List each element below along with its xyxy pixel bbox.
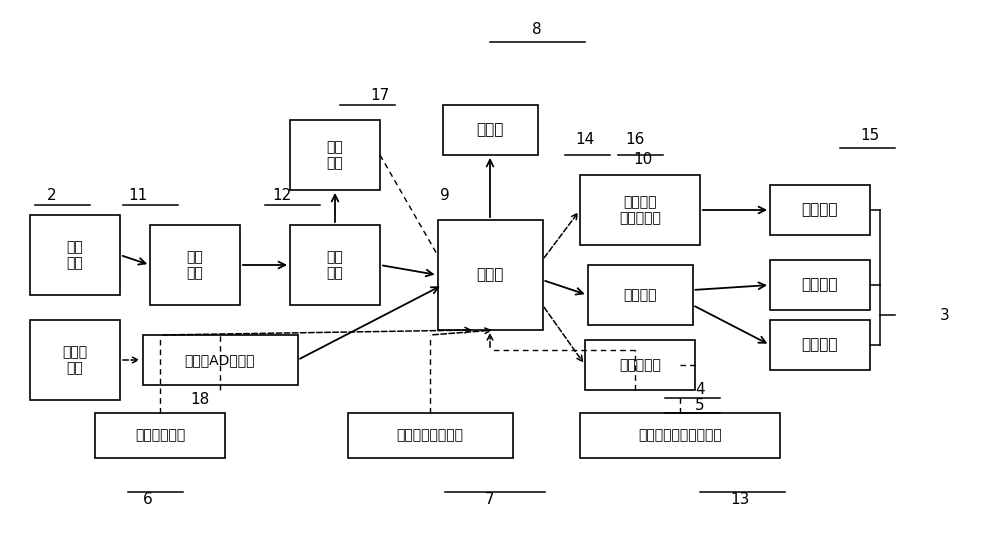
Text: 6: 6 — [143, 492, 153, 507]
Text: 3: 3 — [940, 308, 950, 323]
Text: 18: 18 — [190, 392, 210, 407]
Text: 16: 16 — [625, 132, 645, 147]
Text: 降压
模块: 降压 模块 — [327, 250, 343, 280]
Text: 13: 13 — [730, 492, 750, 507]
Text: 烧录
程序: 烧录 程序 — [327, 140, 343, 170]
Bar — [580, 175, 700, 245]
Bar — [585, 340, 695, 390]
Text: 15: 15 — [860, 128, 880, 143]
Text: 步进电机: 步进电机 — [802, 278, 838, 293]
Text: 直流
电源: 直流 电源 — [67, 240, 83, 270]
Text: 单片机: 单片机 — [476, 268, 504, 282]
Bar — [438, 220, 542, 330]
Bar — [588, 265, 692, 325]
Bar — [290, 120, 380, 190]
Text: 步进电机: 步进电机 — [802, 337, 838, 352]
Bar — [770, 320, 870, 370]
Text: 4: 4 — [695, 382, 705, 397]
Bar — [348, 412, 512, 458]
Text: 14: 14 — [575, 132, 595, 147]
Text: 7: 7 — [485, 492, 495, 507]
Text: 旋转方向控制按钮: 旋转方向控制按钮 — [396, 428, 464, 442]
Bar — [95, 412, 225, 458]
Text: 步数控制按钮: 步数控制按钮 — [135, 428, 185, 442]
Bar — [770, 185, 870, 235]
Text: 检测信号灯: 检测信号灯 — [619, 358, 661, 372]
Bar — [30, 215, 120, 295]
Text: 17: 17 — [370, 88, 390, 103]
Text: 传感器AD采样器: 传感器AD采样器 — [185, 353, 255, 367]
Bar — [150, 225, 240, 305]
Bar — [143, 335, 298, 385]
Text: 鼓风电机
脉宽调制器: 鼓风电机 脉宽调制器 — [619, 195, 661, 225]
Bar — [442, 105, 538, 155]
Text: 驱动模块: 驱动模块 — [623, 288, 657, 302]
Text: 11: 11 — [128, 187, 148, 202]
Text: 9: 9 — [440, 187, 450, 202]
Bar — [580, 412, 780, 458]
Text: 5: 5 — [695, 397, 705, 412]
Text: 2: 2 — [47, 187, 57, 202]
Text: 8: 8 — [532, 22, 542, 37]
Bar — [30, 320, 120, 400]
Text: 显示屏: 显示屏 — [476, 122, 504, 137]
Bar — [770, 260, 870, 310]
Text: 12: 12 — [272, 187, 292, 202]
Text: 鼓风电机: 鼓风电机 — [802, 202, 838, 217]
Text: 稳压
模块: 稳压 模块 — [187, 250, 203, 280]
Text: 蒸发器
温度: 蒸发器 温度 — [62, 345, 88, 375]
Bar — [290, 225, 380, 305]
Text: 10: 10 — [633, 153, 653, 168]
Text: 鼓风电机转速控制按钮: 鼓风电机转速控制按钮 — [638, 428, 722, 442]
